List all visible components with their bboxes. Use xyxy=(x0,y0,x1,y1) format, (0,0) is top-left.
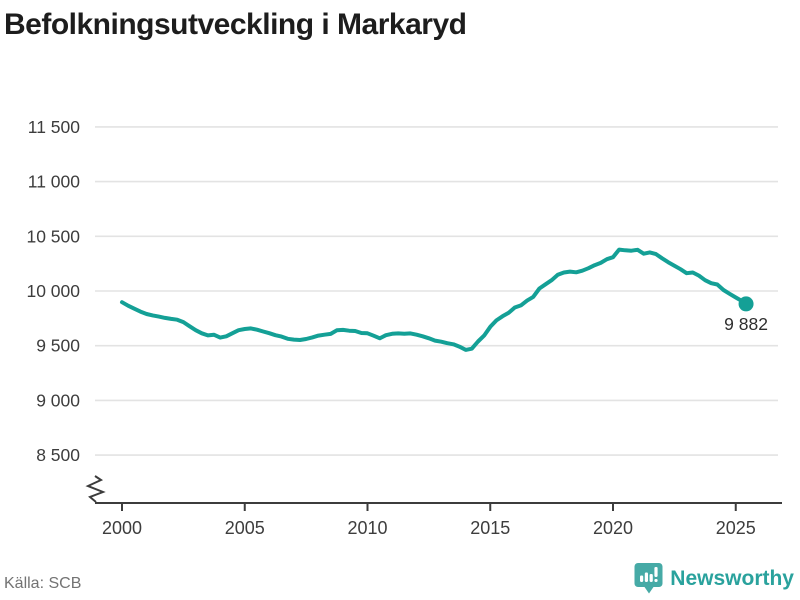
y-axis-tick-label: 8 500 xyxy=(36,445,80,465)
x-axis-tick-label: 2005 xyxy=(225,518,265,538)
y-axis-tick-label: 11 000 xyxy=(28,172,80,192)
y-axis-tick-label: 9 500 xyxy=(36,336,80,356)
population-series-line xyxy=(120,247,749,352)
y-axis-break-icon xyxy=(85,475,106,503)
x-axis-tick-label: 2020 xyxy=(593,518,633,538)
x-axis-tick-label: 2010 xyxy=(347,518,387,538)
source-label: Källa: SCB xyxy=(4,575,82,592)
y-axis-tick-label: 10 500 xyxy=(26,226,80,246)
page-title: Befolkningsutveckling i Markaryd xyxy=(4,8,467,41)
series-end-dot xyxy=(738,296,754,312)
y-axis-tick-label: 10 000 xyxy=(26,281,80,301)
x-axis-tick-label: 2015 xyxy=(470,518,510,538)
x-axis-tick-label: 2025 xyxy=(716,518,756,538)
end-value-label: 9 882 xyxy=(724,314,768,334)
x-axis-tick-label: 2000 xyxy=(102,518,142,538)
y-axis-tick-label: 11 500 xyxy=(28,117,80,137)
newsworthy-brand-name: Newsworthy xyxy=(670,566,794,590)
newsworthy-logo[interactable]: Newsworthy xyxy=(634,562,794,595)
y-axis-tick-label: 9 000 xyxy=(36,390,80,410)
newsworthy-bar-chart-icon xyxy=(634,563,663,594)
